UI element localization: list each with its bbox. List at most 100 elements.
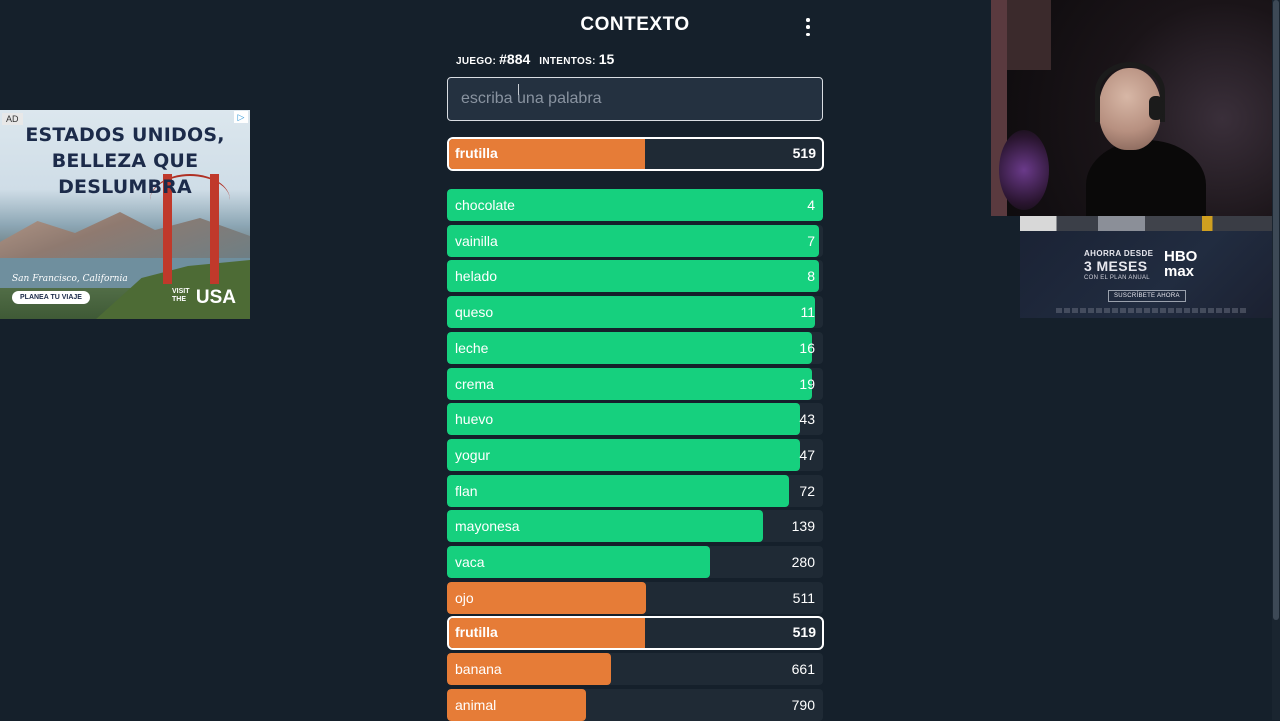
- bridge-tower-icon: [163, 174, 172, 284]
- last-guess-row: frutilla 519: [447, 137, 824, 171]
- guess-bar: [447, 582, 647, 614]
- streamer-body: [1086, 140, 1206, 216]
- ad-choices-icon[interactable]: ▷: [234, 111, 248, 123]
- attempts-count: 15: [598, 51, 615, 67]
- guess-rank: 19: [799, 376, 815, 392]
- game-number: #884: [499, 51, 531, 67]
- guess-word: ojo: [455, 590, 474, 606]
- guess-bar: [447, 332, 812, 364]
- header: CONTEXTO: [447, 0, 823, 52]
- bridge-cable: [150, 174, 230, 226]
- headset-icon: [1095, 62, 1165, 122]
- guess-rank: 7: [807, 233, 815, 249]
- ad-line-3: CON EL PLAN ANUAL: [1084, 275, 1150, 281]
- ad-cta-button[interactable]: PLANEA TU VIAJE: [12, 291, 90, 304]
- guess-rank: 519: [792, 624, 816, 640]
- ad-banner-usa[interactable]: AD ▷ ESTADOS UNIDOS, BELLEZA QUE DESLUMB…: [0, 110, 250, 319]
- scrollbar[interactable]: [1272, 0, 1280, 720]
- guess-word: vaca: [455, 554, 485, 570]
- guess-word: flan: [455, 483, 478, 499]
- guess-word: yogur: [455, 447, 491, 463]
- game-info: JUEGO: #884 INTENTOS: 15: [456, 51, 614, 67]
- guess-row: crema 19: [447, 368, 823, 400]
- ad-brand-small: VISIT THE: [172, 288, 190, 303]
- page-title: CONTEXTO: [580, 14, 690, 35]
- guess-row: helado 8: [447, 260, 823, 292]
- ad-headline: ESTADOS UNIDOS, BELLEZA QUE DESLUMBRA: [0, 122, 250, 200]
- guess-rank: 790: [791, 697, 815, 713]
- ad-location: San Francisco, California: [12, 274, 128, 284]
- guess-bar: [447, 510, 763, 542]
- ad-line-1: AHORRA DESDE: [1084, 249, 1154, 258]
- guess-word: mayonesa: [455, 518, 520, 534]
- ad-fine-print: [1056, 308, 1246, 313]
- ad-headline-line-2: BELLEZA QUE DESLUMBRA: [51, 150, 199, 198]
- purple-light: [999, 130, 1049, 210]
- guess-rank: 11: [800, 304, 815, 320]
- guess-word: crema: [455, 376, 494, 392]
- guess-row: yogur 47: [447, 439, 823, 471]
- guess-bar: [447, 475, 790, 507]
- guess-rank: 72: [799, 483, 815, 499]
- ad-headline-line-1: ESTADOS UNIDOS,: [25, 124, 225, 146]
- guess-row: ojo 511: [447, 582, 823, 614]
- guess-bar: [447, 653, 611, 685]
- guess-word: helado: [455, 268, 498, 284]
- last-guess-word: frutilla: [455, 145, 498, 161]
- guess-word: huevo: [455, 411, 494, 427]
- guess-word: chocolate: [455, 197, 515, 213]
- guess-word: banana: [455, 661, 502, 677]
- ad-label: AD: [2, 113, 23, 125]
- guess-bar: [447, 296, 816, 328]
- guess-row: flan 72: [447, 475, 823, 507]
- guess-row: queso 11: [447, 296, 823, 328]
- guess-bar: [447, 368, 812, 400]
- ad-line-2: 3 MESES: [1084, 258, 1148, 274]
- guess-row: huevo 43: [447, 403, 823, 435]
- guess-bar: [447, 546, 711, 578]
- guess-row: vaca 280: [447, 546, 823, 578]
- last-guess-rank: 519: [792, 145, 816, 161]
- ad-cta-button[interactable]: SUSCRÍBETE AHORA: [1108, 290, 1186, 302]
- guess-bar: [447, 225, 820, 257]
- ad-image-strip: [1020, 216, 1280, 231]
- guess-rank: 47: [799, 447, 815, 463]
- guess-word: frutilla: [455, 624, 498, 640]
- guess-rank: 661: [791, 661, 815, 677]
- guess-row: mayonesa 139: [447, 510, 823, 542]
- guess-bar: [447, 439, 801, 471]
- guess-rank: 16: [799, 340, 815, 356]
- guess-row: vainilla 7: [447, 225, 823, 257]
- webcam-overlay: [991, 0, 1280, 216]
- logo-bottom: max: [1164, 263, 1195, 280]
- ad-brand-big: USA: [195, 287, 236, 308]
- guess-word: leche: [455, 340, 489, 356]
- guess-word: animal: [455, 697, 497, 713]
- guess-row: banana 661: [447, 653, 823, 685]
- guess-row: leche 16: [447, 332, 823, 364]
- word-input[interactable]: [448, 78, 822, 120]
- bridge-tower-icon: [210, 174, 219, 284]
- guess-bar: [449, 618, 645, 648]
- guess-bar: [447, 260, 820, 292]
- last-guess-bar: [449, 139, 645, 169]
- guess-rank: 139: [791, 518, 815, 534]
- guess-rank: 43: [799, 411, 815, 427]
- scrollbar-thumb[interactable]: [1273, 0, 1279, 620]
- vertical-dots-icon[interactable]: [801, 18, 815, 36]
- ad-banner-hbo[interactable]: AHORRA DESDE 3 MESES CON EL PLAN ANUAL H…: [1020, 216, 1280, 318]
- guess-word: vainilla: [455, 233, 498, 249]
- text-cursor-icon: [518, 84, 519, 95]
- game-label: JUEGO:: [456, 56, 497, 67]
- guess-row: animal 790: [447, 689, 823, 721]
- guess-row: frutilla 519: [447, 616, 824, 650]
- word-input-box[interactable]: [447, 77, 823, 121]
- headset-earcup: [1149, 96, 1163, 120]
- guess-rank: 280: [791, 554, 815, 570]
- guess-bar: [447, 403, 801, 435]
- guess-word: queso: [455, 304, 494, 320]
- guess-bar: [447, 689, 587, 721]
- guess-rank: 8: [807, 268, 815, 284]
- hbo-max-logo: HBO max: [1164, 249, 1197, 279]
- attempts-label: INTENTOS:: [539, 56, 596, 67]
